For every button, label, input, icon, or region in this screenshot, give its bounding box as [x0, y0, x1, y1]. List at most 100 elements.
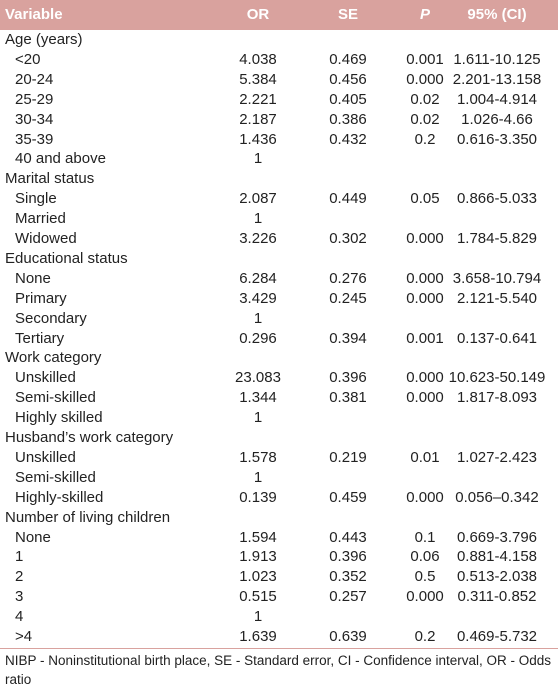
table-cell: 0.469-5.732 [456, 628, 538, 645]
row-label: 4 [15, 608, 24, 626]
table-cell: 2.187 [239, 110, 277, 128]
table-cell: 0.302 [329, 230, 367, 247]
table-cell: 2.201-13.158 [452, 70, 542, 88]
row-label: Primary [15, 289, 67, 307]
table-cell: 0.219 [329, 448, 367, 466]
table-cell: 0.001 [406, 329, 444, 347]
table-cell: 0.137-0.641 [456, 329, 538, 347]
table-cell: 2.221 [239, 90, 277, 108]
table-cell: 2.121-5.540 [456, 289, 538, 307]
table-cell: 1.817-8.093 [456, 389, 538, 407]
table-cell: 1.578 [239, 448, 277, 466]
table-cell: 1.023 [239, 568, 277, 586]
row-label: Semi-skilled [15, 468, 96, 486]
table-cell: 1 [253, 608, 263, 626]
row-label: Secondary [15, 309, 87, 327]
table-cell: 3.429 [239, 289, 277, 307]
column-header: OR [246, 6, 270, 23]
table-cell: 0.02 [410, 110, 440, 128]
table-cell: 0.432 [329, 130, 367, 148]
table-cell: 0.881-4.158 [456, 548, 538, 566]
table-cell: 3.226 [239, 230, 277, 247]
bottom-rule [0, 648, 558, 649]
table-cell: 0.513-2.038 [456, 568, 538, 586]
table-cell: 0.396 [329, 548, 367, 566]
table-cell: 0.311-0.852 [457, 588, 537, 606]
table-cell: 3.658-10.794 [452, 269, 542, 287]
column-header: Variable [5, 6, 63, 23]
row-label: 20-24 [15, 70, 54, 88]
table-cell: 0.05 [410, 190, 440, 208]
row-label: Highly-skilled [15, 488, 104, 506]
table-cell: 0.352 [329, 568, 367, 586]
row-label: 1 [15, 548, 24, 566]
column-header: SE [337, 6, 358, 23]
row-label: Highly skilled [15, 409, 103, 427]
table-cell: 1.027-2.423 [456, 448, 538, 466]
row-label: 2 [15, 568, 24, 586]
row-label: <20 [15, 50, 41, 68]
table-cell: 0.459 [329, 488, 367, 506]
group-label: Number of living children [5, 508, 171, 526]
table-cell: 0.405 [329, 90, 367, 108]
row-label: 25-29 [15, 90, 54, 108]
table-cell: 1 [253, 210, 263, 228]
column-header: P [419, 6, 430, 23]
row-label: Unskilled [15, 369, 76, 387]
table-cell: 10.623-50.149 [448, 369, 546, 387]
row-label: Widowed [15, 230, 77, 247]
table-cell: 1 [253, 468, 263, 486]
table-cell: 0.245 [329, 289, 367, 307]
table-cell: 0.5 [414, 568, 436, 586]
table-cell: 0.515 [239, 588, 277, 606]
group-label: Work category [5, 349, 102, 367]
table-cell: 1.594 [239, 528, 277, 546]
table-cell: 2.087 [239, 190, 277, 208]
group-label: Educational status [5, 249, 128, 267]
table-cell: 1.784-5.829 [456, 230, 538, 247]
table-cell: 1.611-10.125 [453, 50, 541, 68]
table-cell: 0.001 [406, 50, 444, 68]
table-cell: 6.284 [239, 269, 277, 287]
table-cell: 1.436 [239, 130, 277, 148]
table-cell: 0.139 [239, 488, 277, 506]
table-cell: 0.669-3.796 [456, 528, 538, 546]
table-cell: 0.000 [406, 588, 444, 606]
row-label: 30-34 [15, 110, 54, 128]
table-cell: 23.083 [235, 369, 281, 387]
table-cell: 0.02 [410, 90, 440, 108]
table-cell: 1.639 [239, 628, 277, 645]
table-cell: 0.469 [329, 50, 367, 68]
table-cell: 0.866-5.033 [456, 190, 538, 208]
row-label: Unskilled [15, 448, 76, 466]
footnote: NIBP - Noninstitutional birth place, SE … [5, 653, 551, 687]
table-cell: 0.000 [406, 369, 444, 387]
table-cell: 0.257 [329, 588, 367, 606]
table-cell: 1 [253, 309, 263, 327]
table-cell: 0.1 [414, 528, 436, 546]
table-cell: 0.2 [414, 628, 436, 645]
table-cell: 0.000 [406, 389, 444, 407]
table-cell: 0.000 [406, 289, 444, 307]
table-cell: 0.01 [410, 448, 440, 466]
table-cell: 0.639 [329, 628, 367, 645]
table-cell: 4.038 [239, 50, 277, 68]
row-label: Single [15, 190, 57, 208]
table-cell: 1 [253, 150, 263, 168]
row-label: >4 [15, 628, 33, 645]
table-cell: 0.2 [414, 130, 436, 148]
table-cell: 0.276 [329, 269, 367, 287]
table-cell: 0.056–0.342 [455, 488, 539, 506]
row-label: Semi-skilled [15, 389, 96, 407]
table-cell: 0.396 [329, 369, 367, 387]
column-header: 95% (CI) [467, 6, 527, 23]
table-cell: 1.344 [239, 389, 277, 407]
row-label: 40 and above [15, 150, 106, 168]
table-cell: 0.000 [406, 488, 444, 506]
table-cell: 0.456 [329, 70, 367, 88]
row-label: 3 [15, 588, 24, 606]
table-cell: 1.004-4.914 [456, 90, 538, 108]
row-label: Married [15, 210, 66, 228]
table-cell: 0.000 [406, 70, 444, 88]
